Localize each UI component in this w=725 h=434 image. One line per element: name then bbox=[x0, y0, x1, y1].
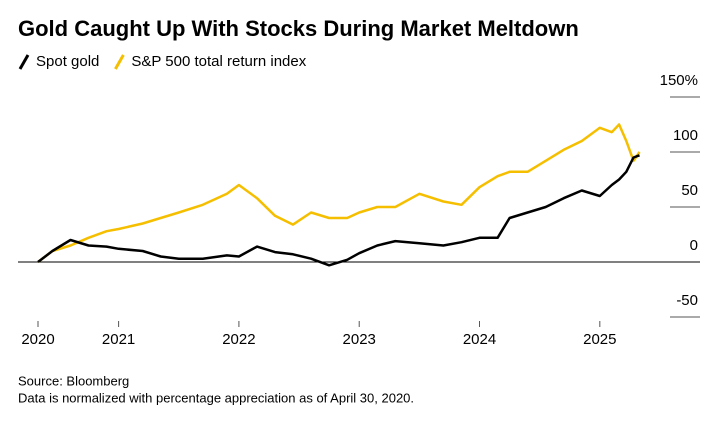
legend-label: S&P 500 total return index bbox=[131, 53, 306, 70]
series-line bbox=[37, 123, 641, 263]
y-tick-label: 50 bbox=[681, 182, 698, 199]
x-tick-label: 2024 bbox=[463, 331, 496, 348]
y-tick-label: 0 bbox=[690, 237, 698, 254]
x-tick-label: 2023 bbox=[343, 331, 376, 348]
note: Data is normalized with percentage appre… bbox=[18, 390, 414, 405]
series-line bbox=[37, 154, 640, 267]
legend-swatch bbox=[114, 54, 125, 70]
y-tick-label: 150% bbox=[660, 72, 698, 89]
source: Source: Bloomberg bbox=[18, 373, 129, 388]
y-tick-label: 100 bbox=[673, 127, 698, 144]
x-tick-label: 2021 bbox=[102, 331, 135, 348]
chart-title: Gold Caught Up With Stocks During Market… bbox=[18, 16, 579, 41]
x-tick-label: 2020 bbox=[21, 331, 54, 348]
x-tick-label: 2025 bbox=[583, 331, 616, 348]
x-tick-label: 2022 bbox=[222, 331, 255, 348]
legend-label: Spot gold bbox=[36, 53, 99, 70]
legend-swatch bbox=[18, 54, 30, 70]
y-tick-label: -50 bbox=[676, 292, 698, 309]
